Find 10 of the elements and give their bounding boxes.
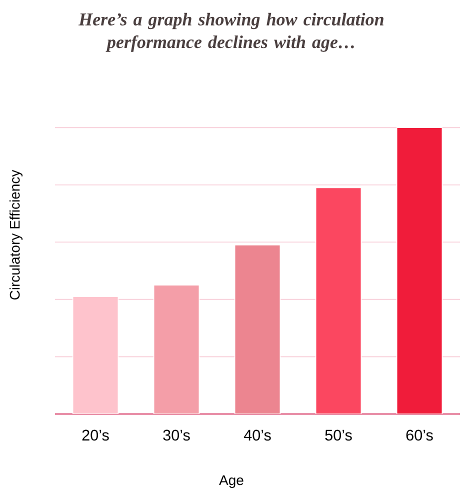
x-tick-label: 40’s (244, 430, 271, 441)
x-tick-label: 60’s (406, 430, 433, 441)
x-axis-title: Age (219, 475, 244, 488)
x-tick-label: 20’s (82, 430, 109, 441)
y-axis-title: Circulatory Efficiency (9, 170, 23, 300)
x-tick-label: 30’s (163, 430, 190, 441)
bar (72, 296, 119, 414)
bar (396, 127, 443, 414)
x-tick-label: 50’s (325, 430, 352, 441)
chart-title: Here’s a graph showing how circulation performance declines with age… (78, 12, 384, 52)
